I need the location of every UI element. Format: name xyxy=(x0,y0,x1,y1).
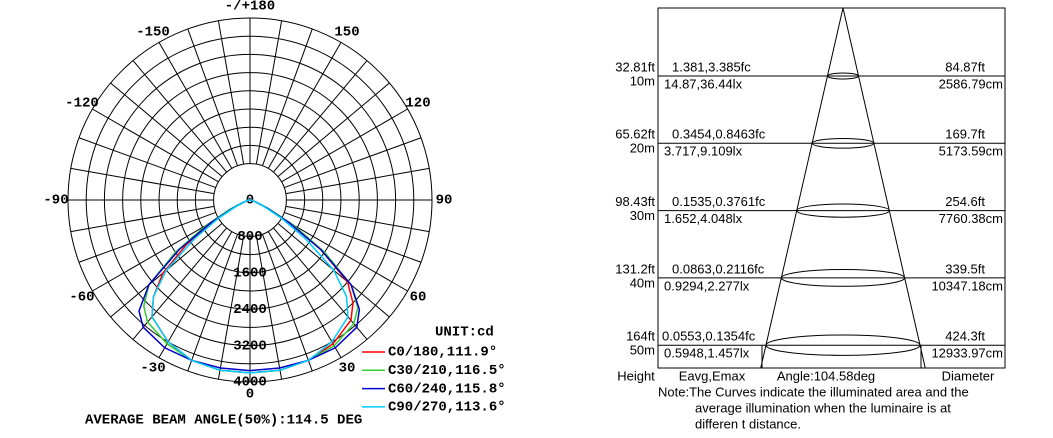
illum-fc: 0.1535,0.3761fc xyxy=(672,194,766,209)
beam-ellipse xyxy=(765,334,921,356)
cone-edge xyxy=(842,7,926,369)
illum-lx: 0.9294,2.277lx xyxy=(664,278,750,293)
diameter-cm: 7760.38cm xyxy=(939,211,1003,226)
ring xyxy=(213,163,287,237)
angle-tick-label: 30 xyxy=(339,361,356,377)
ring xyxy=(176,126,324,274)
ring xyxy=(103,53,397,347)
illum-fc: 1.381,3.385fc xyxy=(672,59,751,74)
beam-ellipse xyxy=(826,72,860,80)
height-m: 30m xyxy=(630,208,655,223)
illum-lx: 3.717,9.109lx xyxy=(664,144,743,159)
diameter-ft: 424.3ft xyxy=(945,329,985,344)
note-line: Note:The Curves indicate the illuminated… xyxy=(658,384,969,399)
height-ft: 164ft xyxy=(626,329,655,344)
illum-fc: 0.0863,0.2116fc xyxy=(672,261,765,276)
diameter-ft: 254.6ft xyxy=(945,194,985,209)
radial-tick-label: 3200 xyxy=(233,338,267,354)
height-m: 40m xyxy=(630,275,655,290)
legend-label: C30/210,116.5° xyxy=(388,363,506,379)
angle-tick-label: -60 xyxy=(69,290,94,306)
angle-tick-label: -/+180 xyxy=(225,0,275,15)
angle-tick-label: 120 xyxy=(405,96,430,112)
angle-tick-label: -150 xyxy=(136,25,170,41)
angle-tick-label: 150 xyxy=(334,25,359,41)
height-m: 10m xyxy=(630,73,655,88)
angle-tick-label: 60 xyxy=(410,290,427,306)
height-ft: 32.81ft xyxy=(615,59,655,74)
angle-tick-label: 0 xyxy=(246,387,254,403)
radial-tick-label: 4000 xyxy=(233,375,267,391)
intensity-curve xyxy=(138,199,361,372)
illum-lx: 1.652,4.048lx xyxy=(664,211,743,226)
height-ft: 65.62ft xyxy=(615,127,655,142)
angle-tick-label: -120 xyxy=(65,96,99,112)
height-m: 50m xyxy=(630,343,655,358)
beam-ellipse xyxy=(796,203,890,218)
diameter-cm: 12933.97cm xyxy=(931,346,1003,361)
height-m: 20m xyxy=(630,141,655,156)
note-line: average illumination when the luminaire … xyxy=(695,400,951,415)
unit-label: UNIT:cd xyxy=(435,325,494,341)
legend-label: C0/180,111.9° xyxy=(388,345,497,361)
beam-ellipse xyxy=(811,138,875,149)
column-header: Eavg,Emax xyxy=(679,368,746,383)
column-header: Height xyxy=(617,368,655,383)
radial-tick-label: 800 xyxy=(237,229,262,245)
illum-lx: 14.87,36.44lx xyxy=(664,76,743,91)
diameter-cm: 5173.59cm xyxy=(939,144,1003,159)
illum-lx: 0.5948,1.457lx xyxy=(664,346,750,361)
illum-fc: 0.3454,0.8463fc xyxy=(672,127,766,142)
legend-label: C90/270,113.6° xyxy=(388,400,506,416)
angle-tick-label: 90 xyxy=(436,193,453,209)
beam-angle-footer: AVERAGE BEAM ANGLE(50%):114.5 DEG xyxy=(85,413,362,429)
ring xyxy=(67,17,433,383)
radial-tick-label: 1600 xyxy=(233,266,267,282)
height-ft: 131.2ft xyxy=(615,261,655,276)
diameter-cm: 10347.18cm xyxy=(931,278,1003,293)
radial-tick-label: 2400 xyxy=(233,302,267,318)
height-ft: 98.43ft xyxy=(615,194,655,209)
cone-frame xyxy=(657,7,1006,369)
angle-tick-label: -90 xyxy=(43,193,68,209)
intensity-curve xyxy=(151,199,349,374)
column-header: Diameter xyxy=(942,368,995,383)
diameter-ft: 84.87ft xyxy=(945,59,985,74)
note-line: differen t distance. xyxy=(695,416,801,431)
illum-fc: 0.0553,0.1354fc xyxy=(662,329,756,344)
cone-edge xyxy=(760,7,844,369)
diameter-ft: 339.5ft xyxy=(945,261,985,276)
ring xyxy=(140,90,360,310)
diameter-ft: 169.7ft xyxy=(945,127,985,142)
legend-label: C60/240,115.8° xyxy=(388,381,506,397)
beam-ellipse xyxy=(780,269,906,287)
angle-tick-label: -30 xyxy=(140,361,165,377)
column-header: Angle:104.58deg xyxy=(777,368,875,383)
diameter-cm: 2586.79cm xyxy=(939,76,1003,91)
